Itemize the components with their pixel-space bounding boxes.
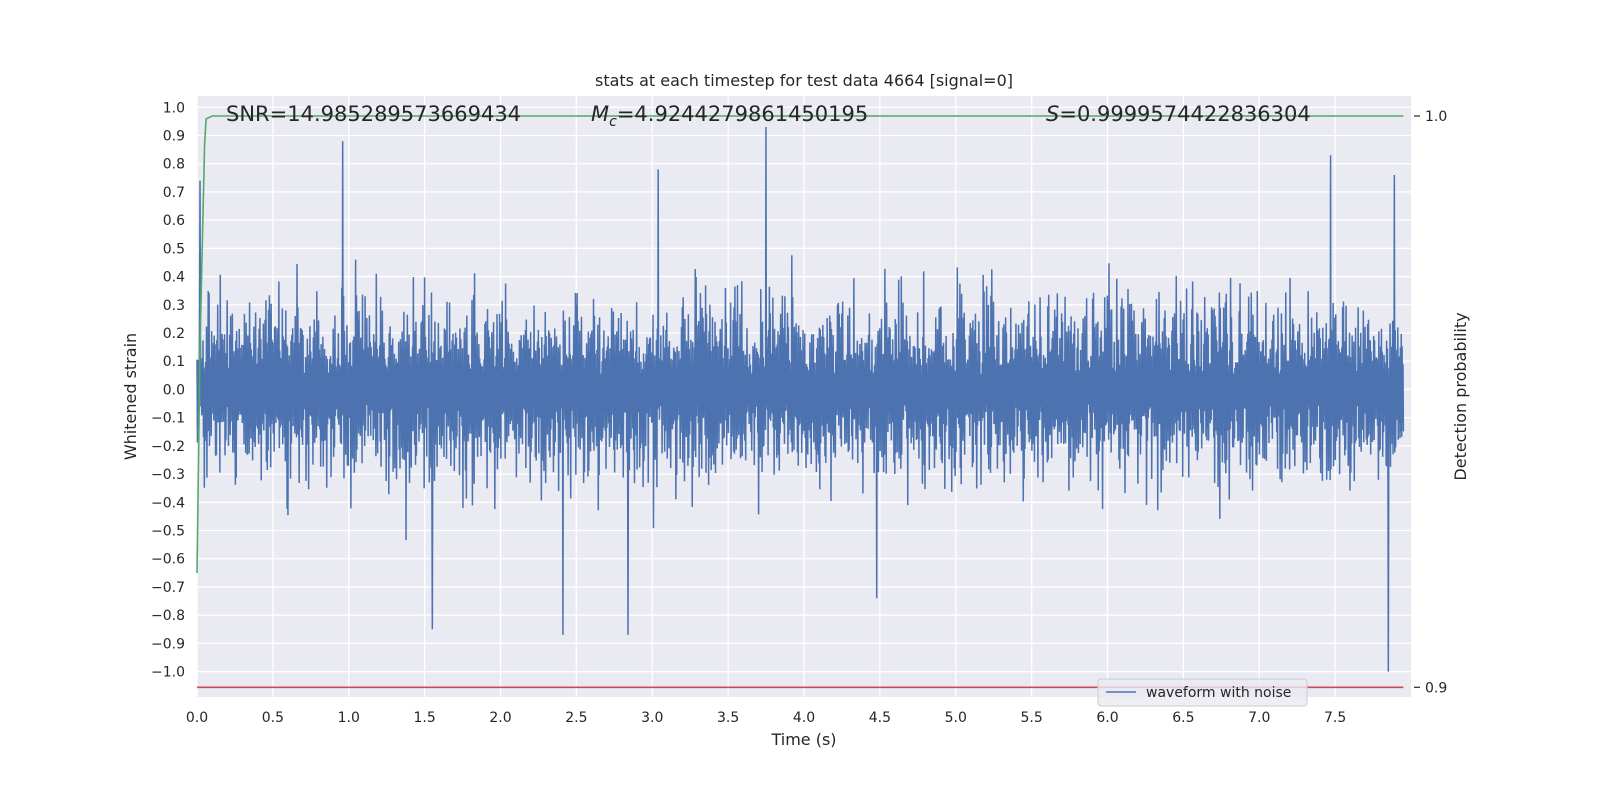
y-tick-label: −0.6 — [151, 552, 185, 568]
x-tick-label: 4.0 — [793, 710, 815, 726]
x-tick-label: 2.5 — [565, 710, 587, 726]
legend: waveform with noise — [1097, 678, 1308, 707]
annotation-snr: SNR=14.985289573669434 — [226, 102, 521, 126]
y-tick-label: −0.7 — [151, 580, 185, 596]
x-tick-label: 7.5 — [1324, 710, 1346, 726]
y-tick-label: 0.6 — [163, 213, 185, 229]
x-tick-label: 5.5 — [1020, 710, 1042, 726]
x-axis-ticks: 0.0 0.5 1.0 1.5 2.0 2.5 3.0 3.5 4.0 4.5 5.0 5.5 6.0 6… — [186, 710, 1346, 726]
y-tick-label: −0.8 — [151, 608, 185, 624]
x-tick-label: 0.5 — [262, 710, 284, 726]
legend-entry-waveform: waveform with noise — [1146, 685, 1291, 701]
x-tick-label: 1.0 — [338, 710, 360, 726]
y-tick-label: −1.0 — [151, 665, 185, 681]
y2-tick-label: 0.9 — [1425, 680, 1447, 696]
y-tick-label: −0.1 — [151, 411, 185, 427]
mc-symbol: M — [591, 102, 609, 126]
x-tick-label: 2.0 — [489, 710, 511, 726]
x-tick-label: 5.0 — [945, 710, 967, 726]
y-tick-label: 0.4 — [163, 270, 185, 286]
s-symbol: S — [1046, 102, 1059, 126]
y-axis-label: Whitened strain — [121, 333, 140, 460]
legend-box — [1097, 678, 1308, 707]
y2-axis-label: Detection probability — [1451, 312, 1470, 480]
x-tick-label: 7.0 — [1248, 710, 1270, 726]
x-tick-label: 3.0 — [641, 710, 663, 726]
series-waveform-line — [196, 127, 1405, 672]
x-tick-label: 6.0 — [1096, 710, 1118, 726]
y-tick-label: −0.9 — [151, 636, 185, 652]
y-tick-label: 0.2 — [163, 326, 185, 342]
series-detection-probability-line — [196, 115, 1404, 574]
y-tick-label: 0.8 — [163, 157, 185, 173]
chart-title: stats at each timestep for test data 466… — [595, 71, 1013, 90]
y-tick-label: −0.3 — [151, 467, 185, 483]
x-axis-label: Time (s) — [770, 730, 836, 749]
x-tick-label: 0.0 — [186, 710, 208, 726]
y2-tick-label: 1.0 — [1425, 109, 1447, 125]
annotation-detection-statistic: S=0.9999574422836304 — [1046, 102, 1311, 126]
mc-subscript: c — [609, 114, 617, 130]
mc-value: =4.9244279861450195 — [617, 102, 868, 126]
annotation-chirp-mass: Mc=4.9244279861450195 — [591, 102, 868, 130]
x-tick-label: 4.5 — [869, 710, 891, 726]
y2-axis-ticks: 1.0 0.9 — [1414, 109, 1447, 696]
y-tick-label: 0.7 — [163, 185, 185, 201]
x-tick-label: 1.5 — [413, 710, 435, 726]
y-tick-label: 0.0 — [163, 382, 185, 398]
y-tick-label: −0.2 — [151, 439, 185, 455]
x-tick-label: 6.5 — [1172, 710, 1194, 726]
y-tick-label: 0.9 — [163, 129, 185, 145]
s-value: =0.9999574422836304 — [1059, 102, 1310, 126]
y-axis-ticks: 1.0 0.9 0.8 0.7 0.6 0.5 0.4 0.3 0.2 0.1 0.0 −0.1 −0.… — [151, 100, 185, 680]
y-tick-label: 0.5 — [163, 241, 185, 257]
y-tick-label: 1.0 — [163, 100, 185, 116]
y-tick-label: −0.5 — [151, 524, 185, 540]
y-tick-label: 0.3 — [163, 298, 185, 314]
y-tick-label: −0.4 — [151, 495, 185, 511]
x-tick-label: 3.5 — [717, 710, 739, 726]
y-tick-label: 0.1 — [163, 354, 185, 370]
